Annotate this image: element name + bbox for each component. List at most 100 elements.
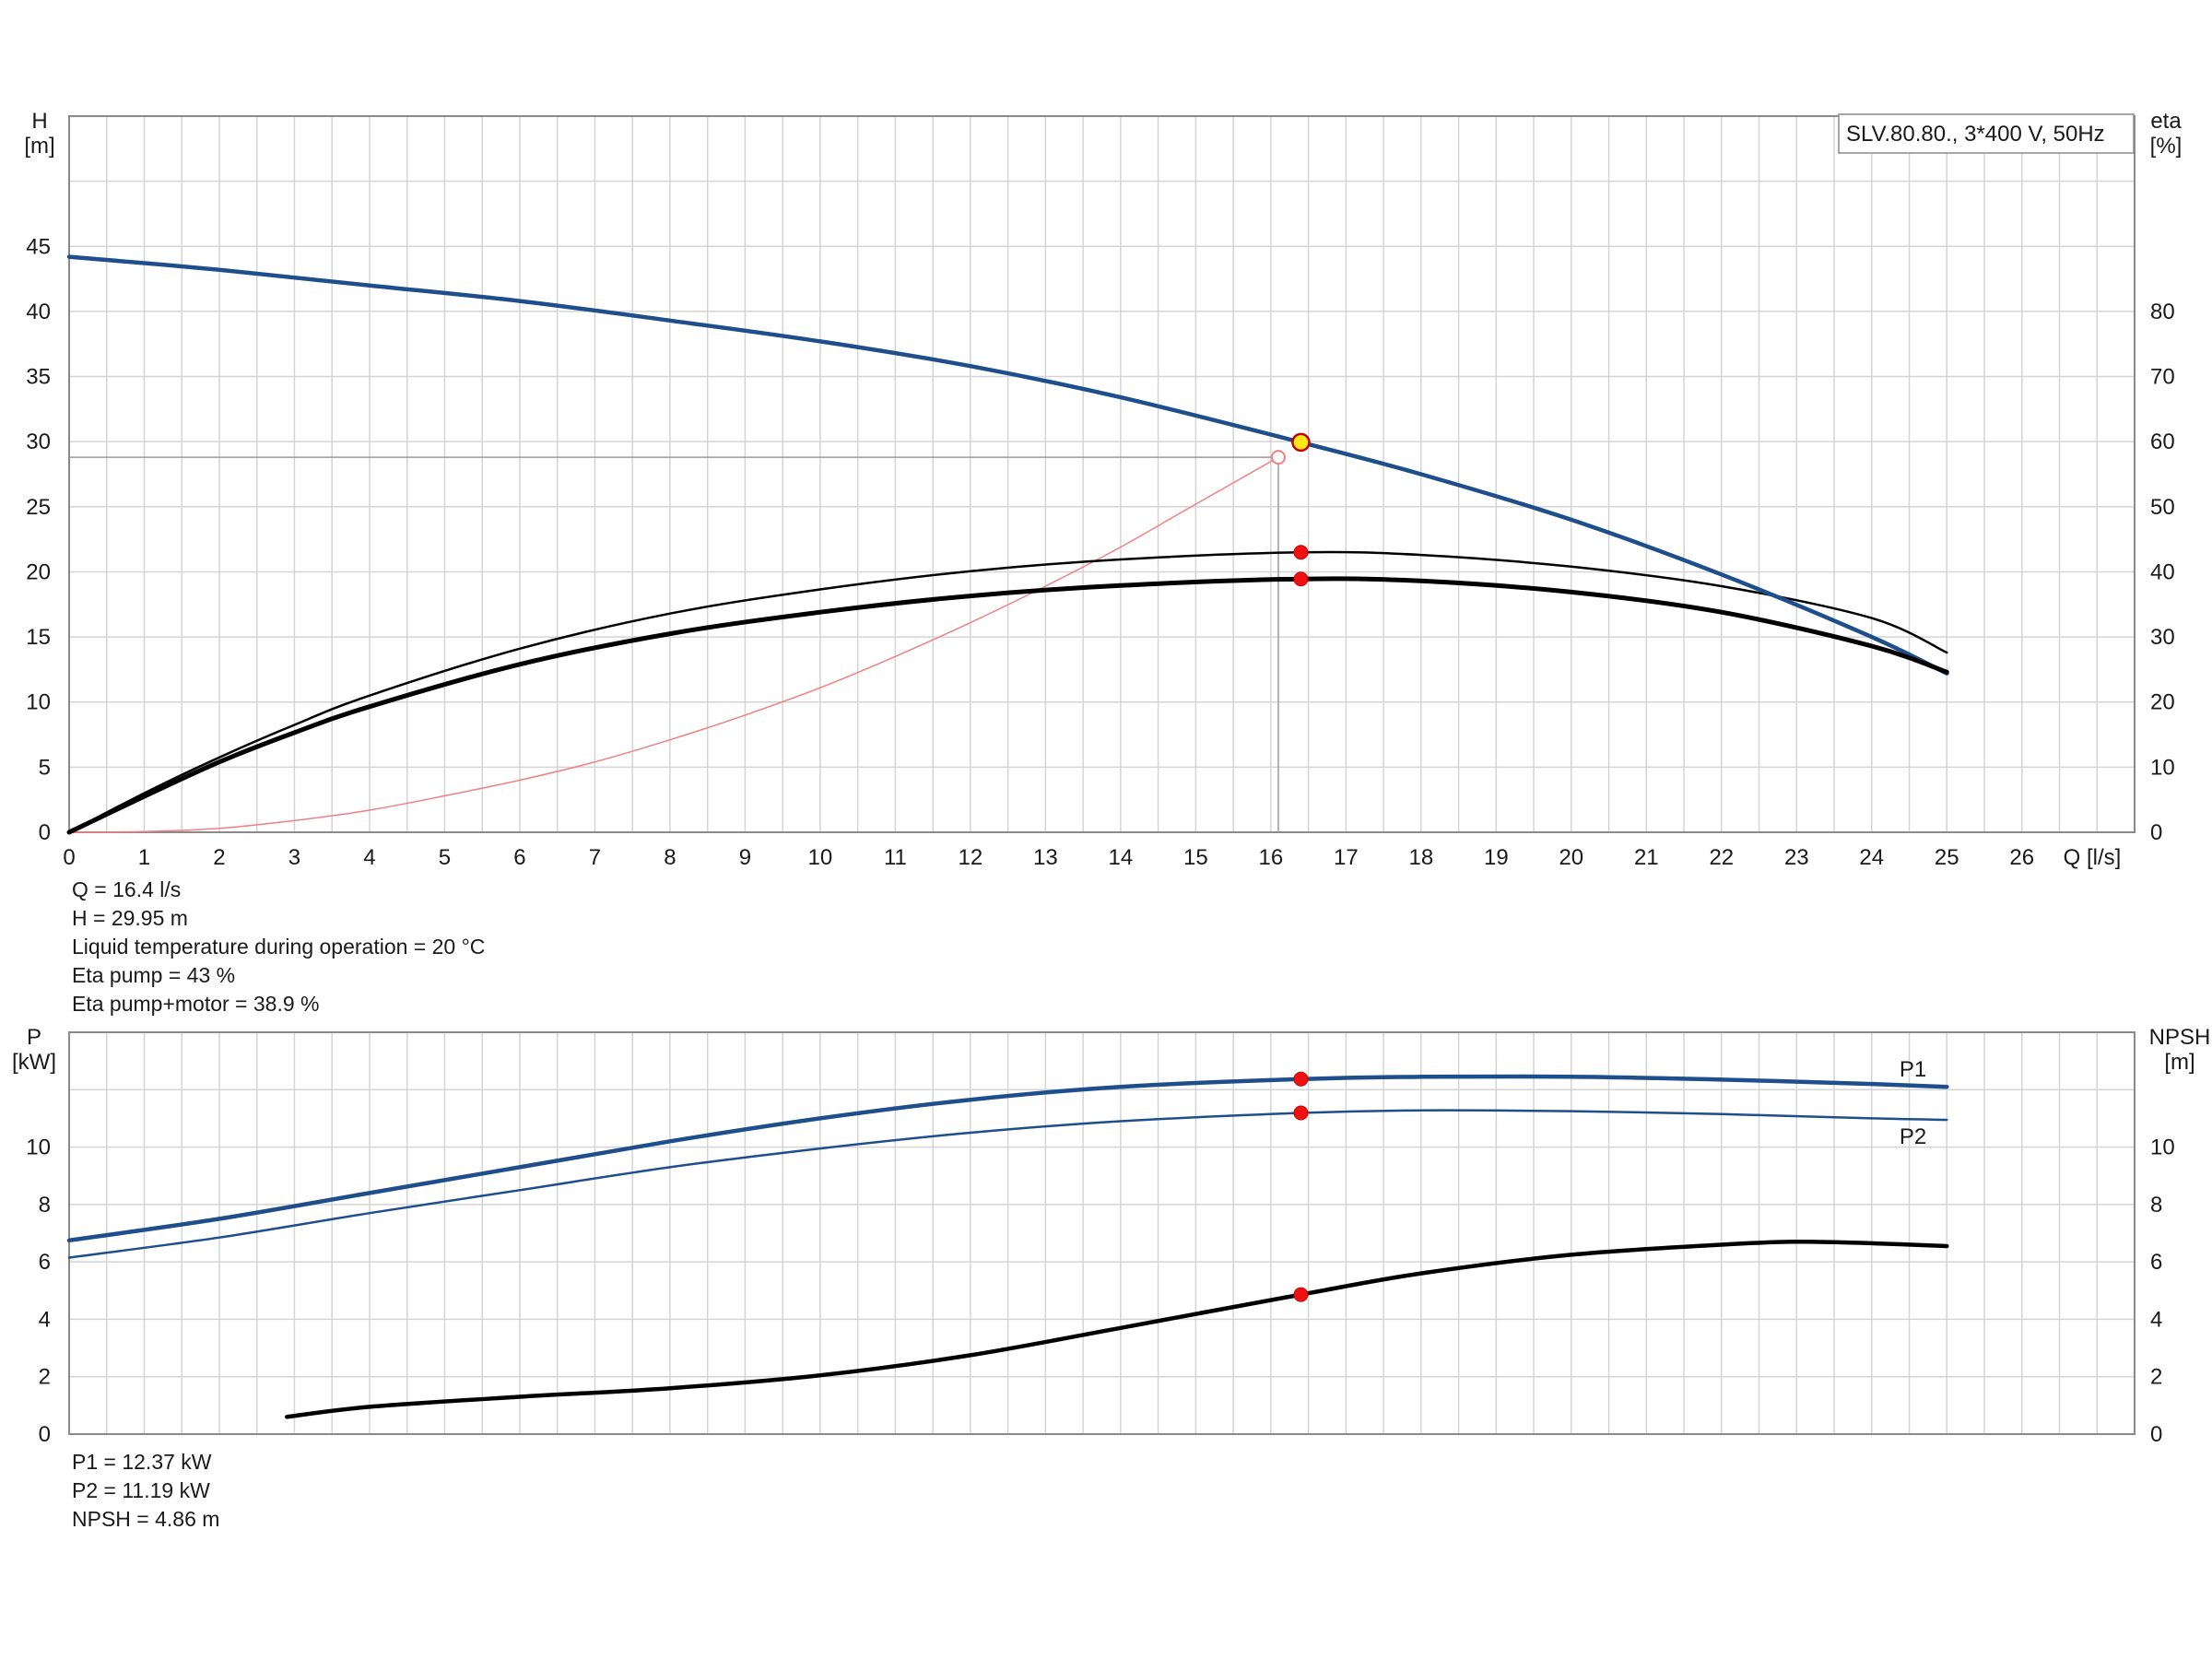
y-right-tick-label: 8 <box>2150 1193 2162 1218</box>
x-tick-label: 12 <box>959 845 983 870</box>
y-left-tick-label: 0 <box>39 820 51 845</box>
x-tick-label: 10 <box>808 845 833 870</box>
y-right-tick-label: 40 <box>2150 559 2175 584</box>
system-curve-intersection-marker <box>1271 450 1287 465</box>
y-right-axis-title: eta <box>2150 109 2182 134</box>
y-left-tick-label: 20 <box>26 559 51 584</box>
y-left-axis-unit: [kW] <box>12 1050 56 1075</box>
info-eta-pump: Eta pump = 43 % <box>72 963 236 987</box>
x-tick-label: 2 <box>213 845 225 870</box>
y-right-tick-label: 50 <box>2150 495 2175 520</box>
x-tick-label: 6 <box>513 845 525 870</box>
x-tick-label: 20 <box>1559 845 1583 870</box>
x-tick-label: 11 <box>884 845 907 870</box>
x-tick-label: 0 <box>63 845 75 870</box>
x-tick-label: 17 <box>1334 845 1359 870</box>
x-tick-label: 15 <box>1183 845 1208 870</box>
power-npsh-panel: 0 2 4 6 8 10 0 2 4 6 8 10 P[kW] NPSH[m] P2 P1 <box>12 1025 2210 1447</box>
y-left-tick-label: 6 <box>39 1250 51 1275</box>
x-tick-label: 9 <box>739 845 751 870</box>
y-right-tick-label: 10 <box>2150 1135 2175 1160</box>
duty-point-marker <box>1293 571 1309 587</box>
y-right-tick-label: 20 <box>2150 690 2175 715</box>
legend-box <box>1838 113 2135 154</box>
y-left-tick-label: 5 <box>39 755 51 780</box>
x-tick-label: 23 <box>1784 845 1809 870</box>
x-tick-label: 8 <box>664 845 676 870</box>
info-head: H = 29.95 m <box>72 906 188 930</box>
y-right-tick-label: 0 <box>2150 820 2162 845</box>
series-p2-label: P2 <box>1900 1124 1926 1149</box>
y-left-tick-label: 10 <box>26 1135 51 1160</box>
y-left-tick-label: 30 <box>26 429 51 454</box>
x-tick-label: 18 <box>1408 845 1433 870</box>
x-tick-label: 22 <box>1709 845 1734 870</box>
plot-frame <box>68 115 2136 833</box>
operating-point-info: Q = 16.4 l/s H = 29.95 m Liquid temperat… <box>72 876 485 1018</box>
x-tick-label: 24 <box>1859 845 1884 870</box>
duty-point-marker <box>1293 1071 1309 1087</box>
y-right-tick-label: 80 <box>2150 300 2175 324</box>
power-info: P1 = 12.37 kW P2 = 11.19 kW NPSH = 4.86 … <box>72 1448 219 1534</box>
series-p2-line <box>67 1109 1948 1259</box>
y-left-axis-title: H <box>31 109 47 134</box>
duty-point-marker <box>1293 1105 1309 1121</box>
y-right-axis-unit: [m] <box>2164 1050 2194 1075</box>
y-right-tick-label: 10 <box>2150 755 2175 780</box>
y-right-tick-label: 2 <box>2150 1365 2162 1390</box>
x-tick-label: 25 <box>1935 845 1959 870</box>
plot-frame <box>68 1031 2136 1435</box>
y-left-tick-label: 25 <box>26 495 51 520</box>
info-p1: P1 = 12.37 kW <box>72 1450 212 1474</box>
info-liquid-temperature: Liquid temperature during operation = 20… <box>72 935 486 959</box>
y-right-tick-label: 4 <box>2150 1307 2162 1332</box>
y-left-tick-label: 15 <box>26 625 51 650</box>
x-tick-label: 3 <box>288 845 300 870</box>
x-tick-label: 21 <box>1634 845 1659 870</box>
y-left-tick-label: 8 <box>39 1193 51 1218</box>
series-eta-pump-motor-line <box>66 576 1949 835</box>
y-left-tick-label: 2 <box>39 1365 51 1390</box>
info-flow: Q = 16.4 l/s <box>72 877 182 901</box>
y-left-tick-label: 35 <box>26 365 51 390</box>
y-right-tick-label: 70 <box>2150 365 2175 390</box>
legend-box-label: SLV.80.80., 3*400 V, 50Hz <box>1846 122 2105 147</box>
operating-point-marker <box>1291 432 1311 453</box>
x-tick-label: 1 <box>138 845 150 870</box>
y-left-axis-unit: [m] <box>24 134 54 159</box>
info-eta-pump-motor: Eta pump+motor = 38.9 % <box>72 992 320 1016</box>
x-tick-label: 13 <box>1033 845 1058 870</box>
y-left-tick-label: 0 <box>39 1422 51 1447</box>
y-right-axis-unit: [%] <box>2150 134 2183 159</box>
y-left-tick-label: 45 <box>26 234 51 259</box>
series-p1-line <box>66 1074 1949 1243</box>
series-p1-label: P1 <box>1900 1057 1926 1082</box>
x-tick-label: 14 <box>1109 845 1134 870</box>
y-left-tick-label: 40 <box>26 300 51 324</box>
info-npsh: NPSH = 4.86 m <box>72 1507 220 1531</box>
series-head-line <box>66 254 1949 676</box>
y-right-tick-label: 0 <box>2150 1422 2162 1447</box>
x-tick-label: 5 <box>439 845 451 870</box>
x-tick-label: 16 <box>1259 845 1284 870</box>
series-system-curve-line <box>68 456 1279 833</box>
series-eta-pump-line <box>67 550 1948 834</box>
x-tick-label: 19 <box>1484 845 1509 870</box>
y-right-axis-title: NPSH <box>2149 1025 2211 1050</box>
info-p2: P2 = 11.19 kW <box>72 1478 210 1502</box>
x-axis-title: Q [l/s] <box>2064 845 2122 870</box>
duty-point-marker <box>1293 545 1309 560</box>
y-left-tick-label: 4 <box>39 1307 51 1332</box>
y-right-tick-label: 6 <box>2150 1250 2162 1275</box>
y-left-axis-title: P <box>27 1025 41 1050</box>
y-right-tick-label: 60 <box>2150 429 2175 454</box>
x-tick-label: 7 <box>589 845 601 870</box>
series-npsh-line <box>285 1240 1949 1419</box>
x-tick-label: 26 <box>2009 845 2034 870</box>
y-left-tick-label: 10 <box>26 690 51 715</box>
duty-point-marker <box>1293 1287 1309 1302</box>
x-tick-label: 4 <box>363 845 375 870</box>
y-right-tick-label: 30 <box>2150 625 2175 650</box>
